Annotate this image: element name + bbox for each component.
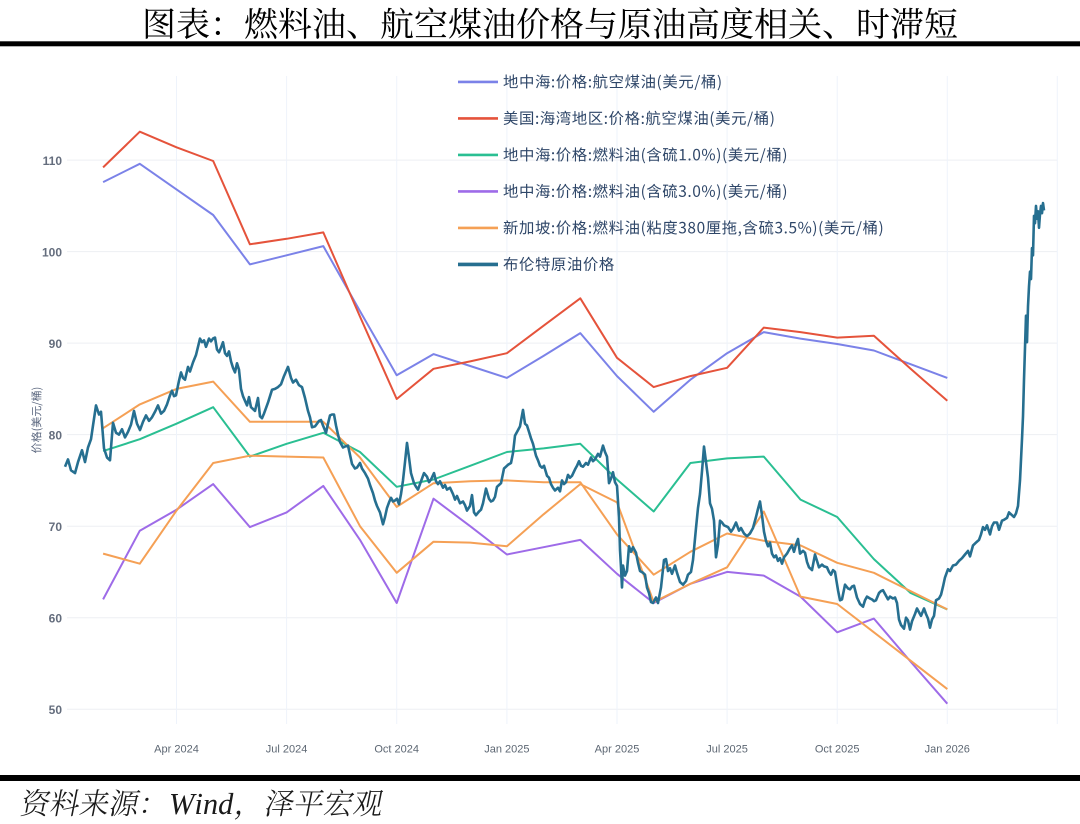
svg-text:Apr 2024: Apr 2024 [154, 744, 199, 756]
svg-text:Oct 2024: Oct 2024 [374, 744, 419, 756]
svg-text:70: 70 [49, 520, 63, 534]
svg-text:100: 100 [42, 245, 62, 259]
svg-text:110: 110 [43, 154, 63, 168]
svg-text:90: 90 [49, 337, 63, 351]
svg-text:Jul 2024: Jul 2024 [266, 744, 308, 756]
svg-text:Oct 2025: Oct 2025 [815, 744, 860, 756]
svg-text:50: 50 [49, 703, 63, 717]
svg-text:Jan 2026: Jan 2026 [925, 744, 970, 756]
svg-text:Jul 2025: Jul 2025 [706, 744, 748, 756]
svg-text:Apr 2025: Apr 2025 [595, 744, 640, 756]
svg-text:Jan 2025: Jan 2025 [484, 744, 529, 756]
svg-text:80: 80 [49, 428, 63, 442]
svg-text:60: 60 [49, 612, 63, 626]
